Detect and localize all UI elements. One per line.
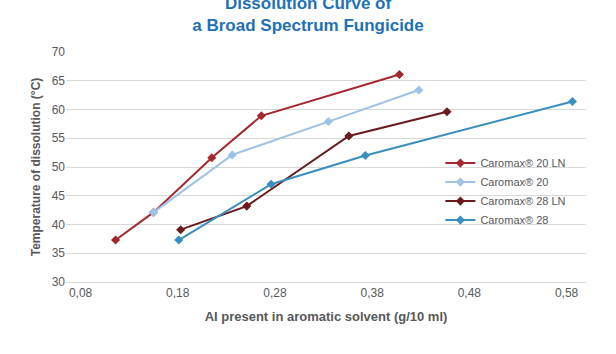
svg-text:0,28: 0,28 (263, 286, 287, 300)
svg-text:0,58: 0,58 (555, 286, 579, 300)
svg-text:65: 65 (52, 74, 66, 88)
svg-text:60: 60 (52, 103, 66, 117)
svg-text:Caromax® 20: Caromax® 20 (480, 176, 548, 188)
svg-text:35: 35 (52, 246, 66, 260)
svg-text:0,18: 0,18 (166, 286, 190, 300)
svg-text:AI present in aromatic solvent: AI present in aromatic solvent (g/10 ml) (205, 309, 448, 324)
svg-text:Temperature of dissolution (°C: Temperature of dissolution (°C) (29, 78, 43, 257)
svg-text:45: 45 (52, 189, 66, 203)
svg-text:Caromax® 28 LN: Caromax® 28 LN (480, 195, 565, 207)
svg-text:Dissolution Curve ofa Broad Sp: Dissolution Curve ofa Broad Spectrum Fun… (192, 0, 423, 35)
svg-text:30: 30 (52, 275, 66, 289)
svg-text:50: 50 (52, 160, 66, 174)
svg-text:Caromax® 20 LN: Caromax® 20 LN (480, 157, 565, 169)
svg-text:70: 70 (52, 45, 66, 59)
svg-text:0,08: 0,08 (69, 286, 93, 300)
svg-text:0,48: 0,48 (458, 286, 482, 300)
svg-text:55: 55 (52, 131, 66, 145)
svg-text:0,38: 0,38 (360, 286, 384, 300)
svg-text:Caromax® 28: Caromax® 28 (480, 214, 548, 226)
svg-text:40: 40 (52, 218, 66, 232)
